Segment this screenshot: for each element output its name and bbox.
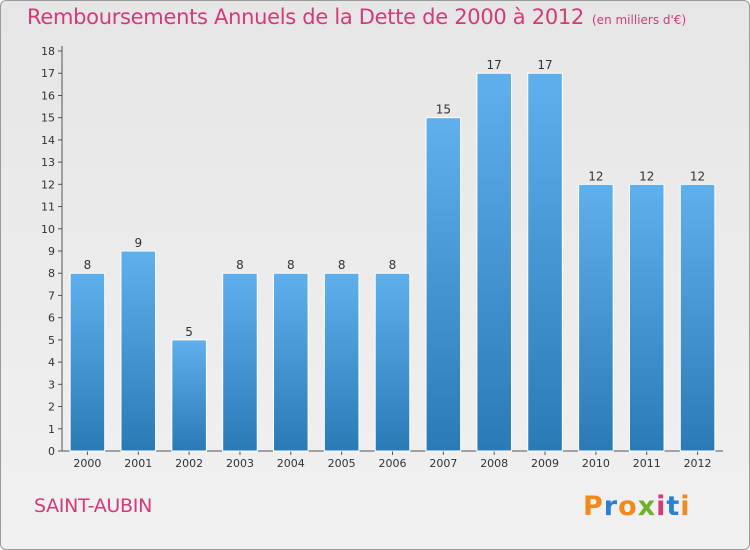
logo-letter: r <box>603 491 619 522</box>
y-tick-label: 10 <box>41 223 55 236</box>
y-tick-label: 14 <box>41 134 55 147</box>
bar-value-label: 17 <box>487 58 502 72</box>
bar-value-label: 8 <box>389 258 397 272</box>
y-tick-label: 3 <box>48 378 55 391</box>
x-tick-label: 2012 <box>684 457 712 470</box>
x-tick-label: 2007 <box>429 457 457 470</box>
bar <box>527 72 563 452</box>
y-tick-label: 6 <box>48 312 55 325</box>
bar-value-label: 9 <box>134 236 142 250</box>
y-tick-label: 9 <box>48 245 55 258</box>
logo-letter: x <box>637 491 657 522</box>
x-tick-label: 2001 <box>124 457 152 470</box>
y-tick-label: 11 <box>41 201 55 214</box>
y-tick-label: 8 <box>48 267 55 280</box>
bar-value-label: 5 <box>185 325 193 339</box>
y-tick-label: 7 <box>48 289 55 302</box>
commune-name: SAINT-AUBIN <box>34 495 152 517</box>
bar <box>273 272 309 452</box>
bar <box>425 117 462 452</box>
bar <box>679 183 716 452</box>
y-tick-label: 16 <box>41 89 55 102</box>
y-tick-label: 5 <box>48 334 55 347</box>
y-tick-label: 18 <box>41 45 55 58</box>
x-tick-label: 2010 <box>582 457 610 470</box>
y-tick-label: 12 <box>41 178 55 191</box>
chart-bars <box>69 72 716 452</box>
x-tick-label: 2011 <box>633 457 661 470</box>
x-tick-label: 2009 <box>531 457 559 470</box>
chart-data-labels: 8 9 5 8 8 8 8 15 17 17 12 12 12 <box>84 58 706 339</box>
x-tick-label: 2003 <box>226 457 254 470</box>
bar <box>628 183 665 452</box>
bar-value-label: 12 <box>639 169 654 183</box>
y-tick-label: 1 <box>48 423 55 436</box>
bar-value-label: 8 <box>338 258 346 272</box>
proxiti-logo[interactable]: Proxiti <box>583 491 691 522</box>
logo-letter: i <box>680 491 691 522</box>
x-tick-label: 2002 <box>175 457 203 470</box>
bar-value-label: 15 <box>436 103 451 117</box>
y-tick-label: 2 <box>48 401 55 414</box>
chart-title: Remboursements Annuels de la Dette de 20… <box>27 5 686 29</box>
bar-value-label: 12 <box>690 169 705 183</box>
y-tick-label: 13 <box>41 156 55 169</box>
bar-value-label: 8 <box>84 258 92 272</box>
x-tick-label: 2006 <box>379 457 407 470</box>
logo-letter: o <box>618 491 638 522</box>
bar-value-label: 8 <box>287 258 295 272</box>
logo-letter: t <box>666 491 681 522</box>
x-tick-label: 2008 <box>480 457 508 470</box>
y-tick-label: 4 <box>48 356 55 369</box>
bar-value-label: 12 <box>588 169 603 183</box>
logo-letter: i <box>656 491 667 522</box>
bar <box>323 272 360 452</box>
bar <box>374 272 411 452</box>
bar <box>578 183 614 452</box>
chart-title-text: Remboursements Annuels de la Dette de 20… <box>27 5 584 29</box>
y-tick-label: 0 <box>48 445 55 458</box>
bar <box>171 339 207 452</box>
x-tick-label: 2005 <box>328 457 356 470</box>
x-tick-label: 2004 <box>277 457 305 470</box>
y-tick-label: 15 <box>41 112 55 125</box>
bar-value-label: 8 <box>236 258 244 272</box>
bar <box>222 272 258 452</box>
x-tick-label: 2000 <box>73 457 101 470</box>
bar <box>69 272 106 452</box>
chart-unit-note: (en milliers d'€) <box>592 13 687 27</box>
bar <box>476 72 512 452</box>
logo-letter: P <box>583 491 604 522</box>
y-tick-label: 17 <box>41 67 55 80</box>
bar <box>120 250 157 452</box>
bar-value-label: 17 <box>537 58 552 72</box>
